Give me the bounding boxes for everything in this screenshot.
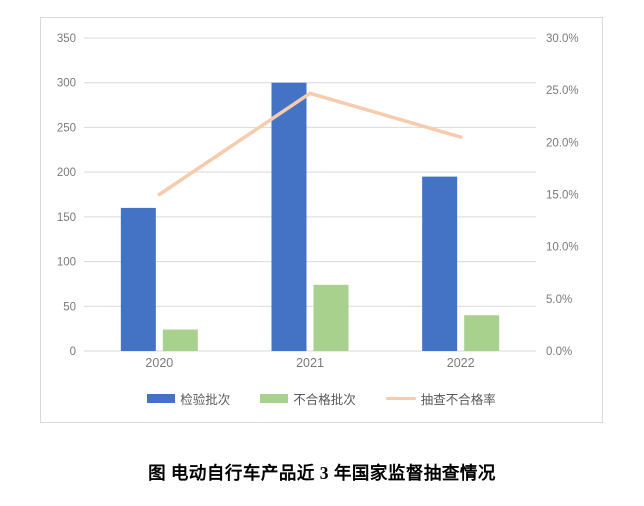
left-axis-tick-label: 50 <box>63 301 76 313</box>
bar-inspected-2022 <box>422 176 458 351</box>
combo-chart: 0 50 100 150 200 250 300 350 0.0% 5.0% 10.0% 15.0% 2… <box>57 33 579 370</box>
x-axis-category-label: 2021 <box>296 356 324 370</box>
legend-swatch-inspected <box>147 394 176 403</box>
left-axis-tick-label: 150 <box>57 212 76 224</box>
left-axis-tick-label: 100 <box>57 257 76 269</box>
legend-swatch-rate-line <box>385 396 416 401</box>
bar-inspected-2021 <box>271 82 307 351</box>
legend-item-nonconforming-batches: 不合格批次 <box>260 389 356 408</box>
left-axis-tick-label: 350 <box>57 33 76 45</box>
right-axis-tick-label: 25.0% <box>546 85 579 97</box>
legend-label-nonconforming: 不合格批次 <box>293 393 356 407</box>
chart-legend: 检验批次 不合格批次 抽查不合格率 <box>41 389 602 408</box>
chart-container: 0 50 100 150 200 250 300 350 0.0% 5.0% 10.0% 15.0% 2… <box>40 17 603 423</box>
bar-nonconforming-2022 <box>464 315 500 351</box>
right-axis-tick-label: 15.0% <box>546 190 579 202</box>
legend-item-rate: 抽查不合格率 <box>385 389 496 408</box>
legend-label-rate: 抽查不合格率 <box>420 393 496 407</box>
left-axis-tick-label: 0 <box>70 346 76 358</box>
legend-item-inspected-batches: 检验批次 <box>147 389 230 408</box>
left-axis-tick-label: 300 <box>57 78 76 90</box>
right-axis-tick-label: 30.0% <box>546 33 579 45</box>
rate-line <box>157 91 463 197</box>
left-axis-tick-label: 250 <box>57 122 76 134</box>
legend-swatch-nonconforming <box>260 394 289 403</box>
bar-inspected-2020 <box>120 207 156 351</box>
right-axis-tick-label: 0.0% <box>546 346 572 358</box>
right-axis-tick-label: 5.0% <box>546 294 572 306</box>
right-axis-tick-label: 20.0% <box>546 137 579 149</box>
bar-nonconforming-2021 <box>313 284 349 351</box>
x-axis-category-label: 2020 <box>145 356 173 370</box>
figure-caption: 图 电动自行车产品近 3 年国家监督抽查情况 <box>148 463 496 483</box>
right-axis-tick-label: 10.0% <box>546 242 579 254</box>
legend-label-inspected: 检验批次 <box>180 393 231 407</box>
left-axis-tick-label: 200 <box>57 167 76 179</box>
x-axis-category-label: 2022 <box>447 356 475 370</box>
bar-nonconforming-2020 <box>162 329 198 351</box>
